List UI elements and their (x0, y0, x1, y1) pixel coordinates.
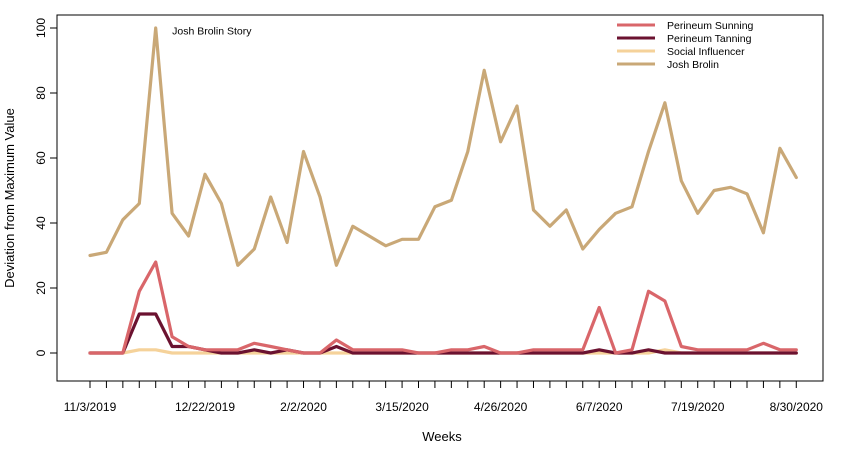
legend-label-josh-brolin: Josh Brolin (667, 59, 719, 71)
series-line-josh-brolin (88, 26, 798, 267)
series-layer (88, 26, 798, 355)
y-tick-label-100: 100 (34, 18, 48, 38)
y-tick-label-20: 20 (34, 281, 48, 295)
series-line-perineum-sunning (88, 260, 798, 355)
x-tick-label: 12/22/2019 (175, 400, 235, 414)
y-tick-label-80: 80 (34, 86, 48, 100)
x-axis-title: Weeks (422, 429, 462, 444)
x-tick-label: 6/7/2020 (576, 400, 623, 414)
y-tick-label-40: 40 (34, 216, 48, 230)
y-tick-label-60: 60 (34, 151, 48, 165)
y-axis-title: Deviation from Maximum Value (2, 108, 17, 288)
x-tick-label: 11/3/2019 (64, 400, 117, 414)
x-tick-label: 8/30/2020 (770, 400, 824, 414)
legend-label-perineum-sunning: Perineum Sunning (667, 20, 754, 32)
y-axis: 0 20 40 60 80 100 (34, 18, 58, 356)
y-tick-label-0: 0 (34, 349, 48, 356)
x-tick-label: 7/19/2020 (671, 400, 725, 414)
legend-label-social-influencer: Social Influencer (667, 46, 745, 58)
x-axis: 11/3/2019 12/22/2019 2/2/2020 3/15/2020 4/26… (64, 381, 824, 414)
legend-label-perineum-tanning: Perineum Tanning (667, 33, 752, 45)
x-tick-label: 3/15/2020 (375, 400, 429, 414)
annotation-josh-brolin-story: Josh Brolin Story (172, 26, 252, 38)
x-tick-label: 2/2/2020 (280, 400, 327, 414)
x-tick-label: 4/26/2020 (474, 400, 528, 414)
